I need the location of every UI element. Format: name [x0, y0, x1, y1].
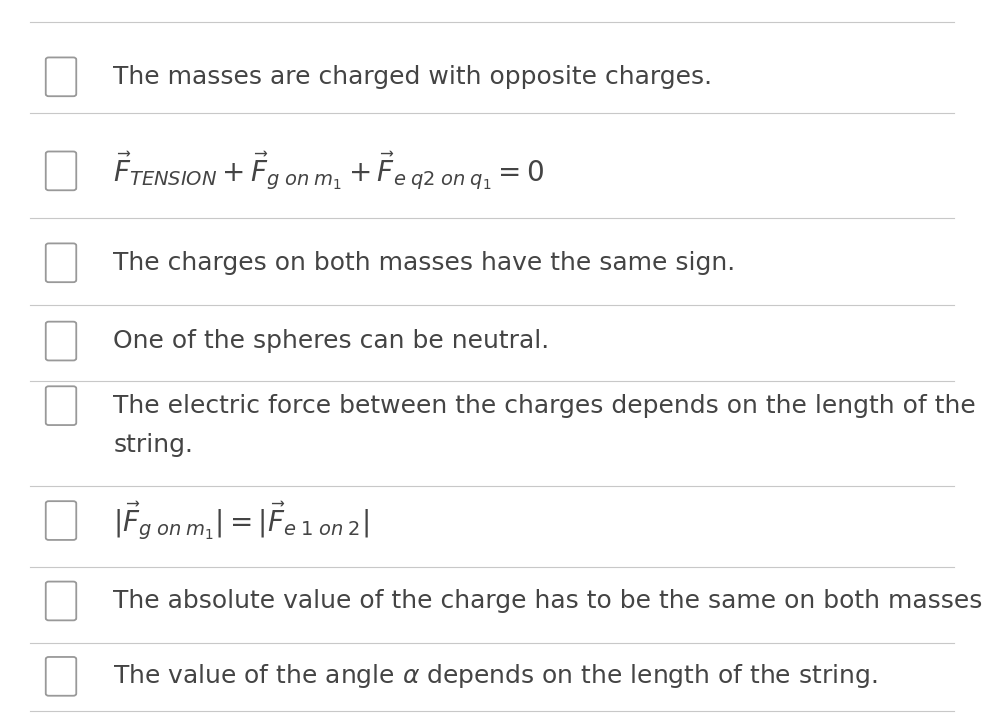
Text: The absolute value of the charge has to be the same on both masses.: The absolute value of the charge has to … — [113, 589, 984, 613]
FancyBboxPatch shape — [46, 243, 77, 282]
Text: The electric force between the charges depends on the length of the: The electric force between the charges d… — [113, 393, 976, 418]
Text: string.: string. — [113, 433, 193, 457]
FancyBboxPatch shape — [46, 386, 77, 425]
FancyBboxPatch shape — [46, 501, 77, 540]
Text: $\vec{F}_{\mathit{TENSION}} + \vec{F}_{g \; on \; m_1} + \vec{F}_{e \; q2 \; on : $\vec{F}_{\mathit{TENSION}} + \vec{F}_{g… — [113, 149, 544, 192]
Text: $|\vec{F}_{g \; on \; m_1}| = |\vec{F}_{e \; 1 \; on \; 2}|$: $|\vec{F}_{g \; on \; m_1}| = |\vec{F}_{… — [113, 499, 369, 542]
FancyBboxPatch shape — [46, 57, 77, 96]
Text: The charges on both masses have the same sign.: The charges on both masses have the same… — [113, 251, 735, 275]
FancyBboxPatch shape — [46, 657, 77, 696]
FancyBboxPatch shape — [46, 582, 77, 620]
Text: The value of the angle $\alpha$ depends on the length of the string.: The value of the angle $\alpha$ depends … — [113, 663, 878, 690]
FancyBboxPatch shape — [46, 322, 77, 360]
Text: One of the spheres can be neutral.: One of the spheres can be neutral. — [113, 329, 549, 353]
Text: The masses are charged with opposite charges.: The masses are charged with opposite cha… — [113, 65, 712, 89]
FancyBboxPatch shape — [46, 151, 77, 190]
